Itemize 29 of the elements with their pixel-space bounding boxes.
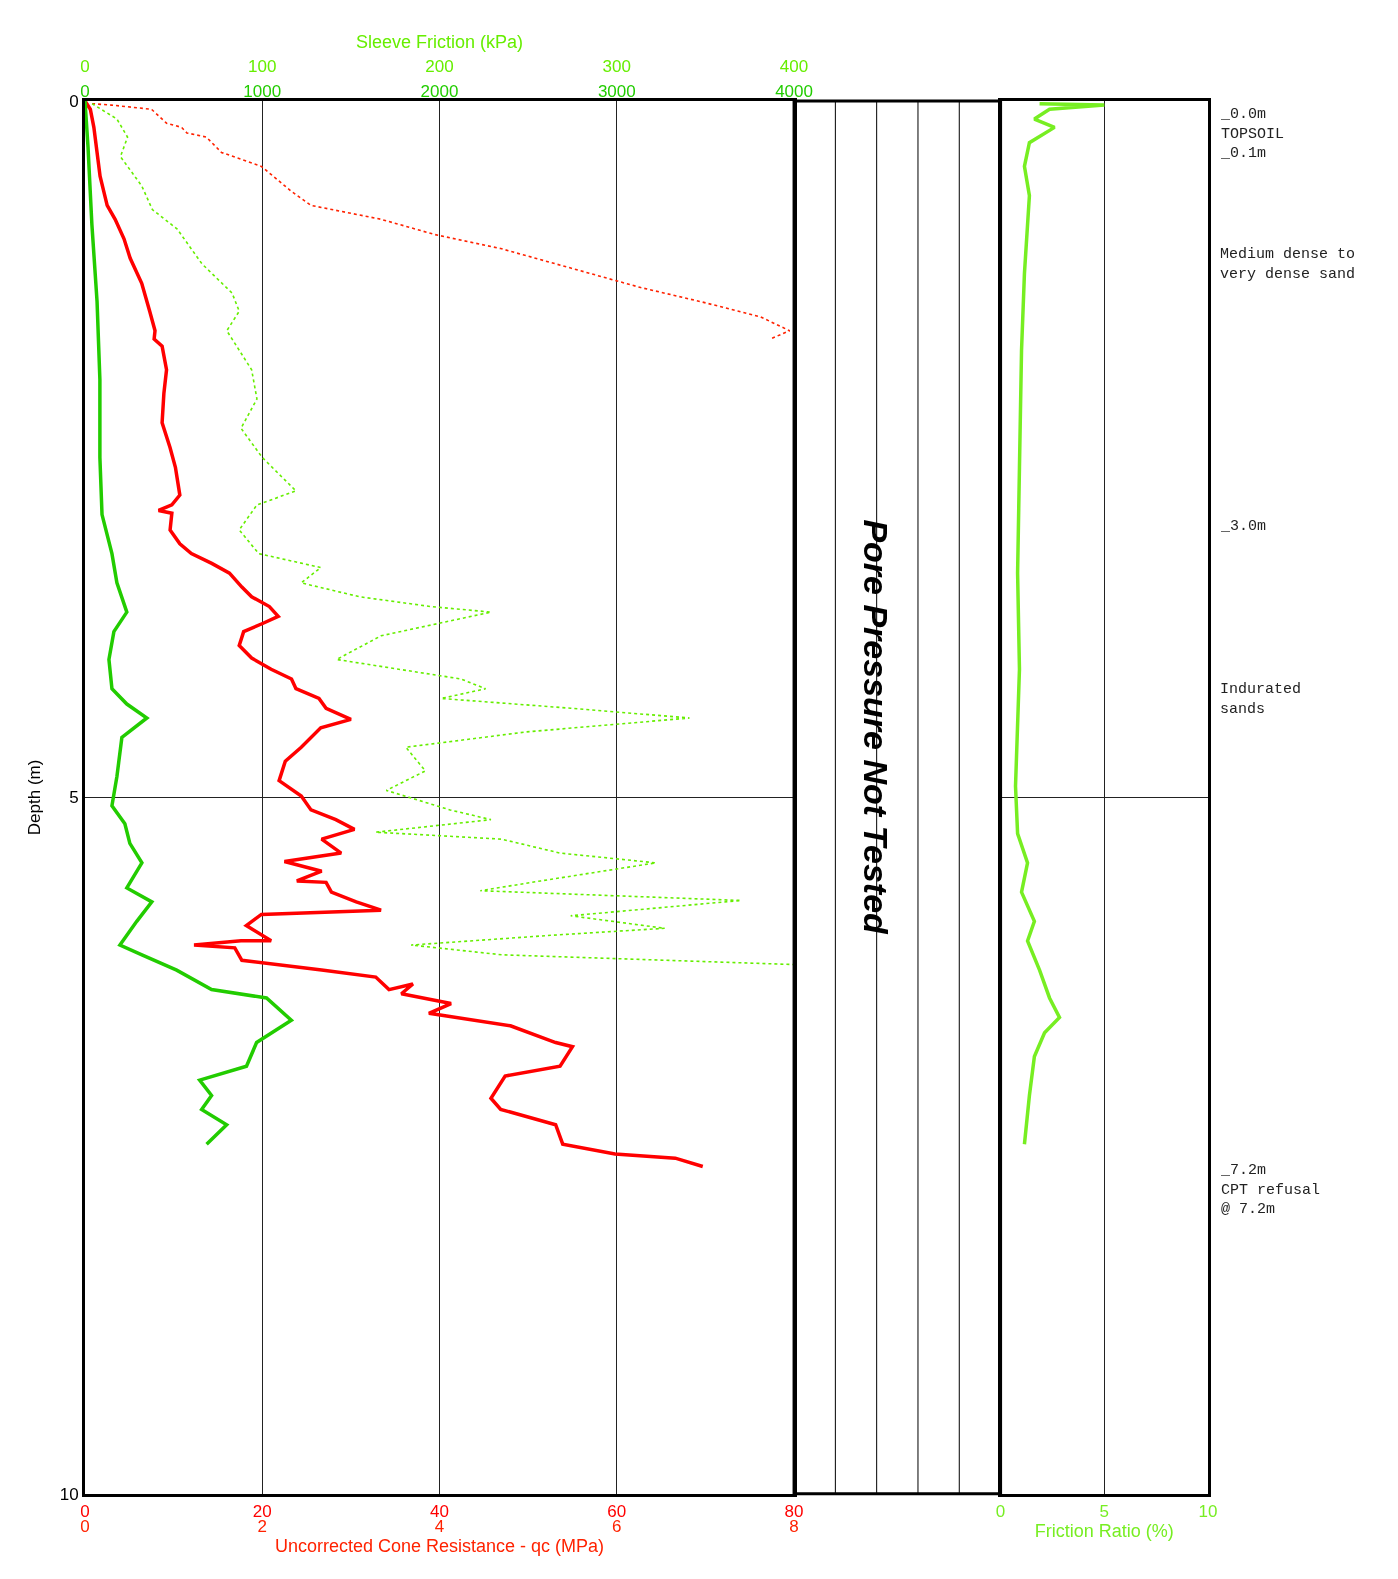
x-tick-label: 4 xyxy=(434,1517,445,1536)
x-tick-label: 8 xyxy=(789,1517,799,1536)
x2-tick-label: 4000 xyxy=(775,81,813,101)
x2-tick-label: 200 xyxy=(425,56,454,76)
text: _0.0m TOPSOIL _0.1m xyxy=(1220,106,1285,162)
x2-tick-label: 3000 xyxy=(597,81,636,101)
y-tick-label: 5 xyxy=(69,788,79,808)
text: Indurated sands xyxy=(1220,681,1302,718)
line-series xyxy=(85,100,705,1169)
y-tick-label: 0 xyxy=(69,91,79,111)
x2-tick-label: 2000 xyxy=(420,81,459,101)
y-axis-title: Depth (m) xyxy=(25,759,45,836)
x2-tick-label: 100 xyxy=(248,56,277,76)
x2-axis-title: Sleeve Friction (kPa) xyxy=(356,31,524,52)
x2-tick-label: 1000 xyxy=(243,81,282,101)
x2-tick-label: 300 xyxy=(602,56,631,76)
text: _7.2m CPT refusal @ 7.2m xyxy=(1220,1162,1321,1218)
x-tick-label: 6 xyxy=(612,1517,622,1536)
x-axis-title: Uncorrected Cone Resistance - qc (MPa) xyxy=(274,1536,605,1556)
text: Pore Pressure Not Tested xyxy=(857,519,896,936)
x-tick-label: 10 xyxy=(1198,1502,1218,1522)
x-tick-label: 5 xyxy=(1099,1502,1110,1522)
text: _3.0m xyxy=(1220,518,1267,535)
y-tick-label: 10 xyxy=(59,1484,79,1504)
x-tick-label: 2 xyxy=(257,1517,267,1536)
text: Medium dense to very dense sand xyxy=(1220,246,1356,283)
x2-tick-label: 400 xyxy=(779,56,809,76)
x-axis-title: Friction Ratio (%) xyxy=(1034,1521,1174,1542)
x-tick-label: 0 xyxy=(995,1502,1006,1522)
